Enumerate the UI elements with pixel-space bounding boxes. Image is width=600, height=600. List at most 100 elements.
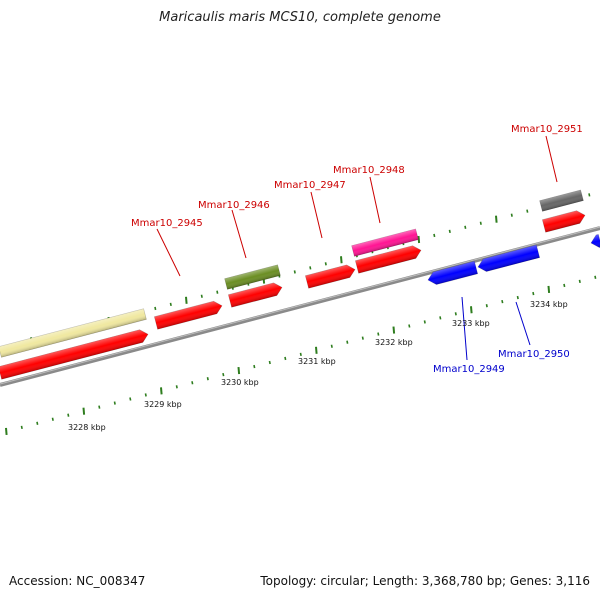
feature-track	[0, 189, 600, 380]
minor-tick	[293, 270, 296, 274]
major-tick	[470, 306, 473, 314]
forward-gene-feature[interactable]	[153, 299, 223, 330]
tick-ring-inner	[5, 275, 597, 436]
forward-gene-feature[interactable]	[351, 228, 419, 257]
minor-tick	[191, 381, 194, 385]
label-leader-line	[545, 135, 558, 183]
reverse-gene-feature[interactable]	[476, 244, 541, 273]
major-tick	[547, 285, 551, 294]
genome-backbone	[0, 226, 600, 387]
major-tick	[82, 407, 86, 415]
minor-tick	[67, 413, 70, 417]
minor-tick	[330, 344, 333, 348]
label-leader-line	[310, 191, 323, 239]
scale-label: 3229 kbp	[144, 400, 182, 409]
forward-gene-feature[interactable]	[0, 328, 150, 380]
minor-tick	[154, 306, 157, 311]
major-tick	[160, 387, 163, 395]
major-tick	[5, 427, 8, 436]
minor-tick	[454, 312, 457, 316]
minor-tick	[144, 393, 147, 397]
minor-tick	[588, 193, 591, 197]
minor-tick	[20, 425, 23, 430]
forward-gene-feature[interactable]	[541, 209, 586, 233]
forward-gene-feature[interactable]	[224, 264, 281, 290]
label-leader-line	[156, 228, 181, 277]
minor-tick	[113, 401, 116, 405]
minor-tick	[206, 377, 209, 381]
minor-tick	[169, 302, 172, 307]
scale-label: 3231 kbp	[298, 357, 336, 366]
scale-label: 3234 kbp	[530, 300, 568, 309]
minor-tick	[479, 221, 482, 225]
major-tick	[417, 235, 421, 244]
minor-tick	[129, 397, 132, 401]
minor-tick	[377, 332, 380, 336]
gene-label-forward[interactable]: Mmar10_2951	[511, 124, 583, 135]
gene-label-forward[interactable]: Mmar10_2946	[198, 200, 270, 211]
minor-tick	[563, 283, 566, 288]
genome-summary-text: Topology: circular; Length: 3,368,780 bp…	[260, 574, 590, 588]
minor-tick	[361, 336, 364, 340]
forward-gene-feature[interactable]	[539, 189, 584, 212]
minor-tick	[526, 209, 529, 213]
minor-tick	[464, 225, 467, 229]
label-leader-line	[461, 296, 468, 361]
minor-tick	[594, 275, 597, 279]
minor-tick	[200, 294, 203, 298]
minor-tick	[423, 320, 426, 324]
major-tick	[185, 296, 188, 304]
gene-label-forward[interactable]: Mmar10_2948	[333, 165, 405, 176]
genome-backbone-highlight	[0, 226, 600, 385]
label-leader-line	[369, 176, 381, 224]
label-leaders	[156, 135, 558, 361]
minor-tick	[51, 417, 54, 421]
gene-label-reverse[interactable]: Mmar10_2950	[498, 349, 570, 360]
forward-gene-feature[interactable]	[304, 263, 356, 289]
scale-label: 3233 kbp	[452, 319, 490, 328]
minor-tick	[222, 372, 225, 377]
reverse-gene-feature[interactable]	[589, 233, 600, 249]
minor-tick	[216, 290, 219, 294]
minor-tick	[346, 340, 349, 344]
gene-label-forward[interactable]: Mmar10_2945	[131, 218, 203, 229]
minor-tick	[309, 266, 312, 270]
minor-tick	[36, 421, 39, 425]
minor-tick	[485, 304, 488, 308]
scale-label: 3232 kbp	[375, 338, 413, 347]
forward-gene-feature[interactable]	[0, 308, 147, 358]
minor-tick	[433, 233, 436, 238]
minor-tick	[268, 360, 271, 365]
minor-tick	[439, 316, 442, 320]
label-leader-line	[515, 301, 531, 346]
map-title: Maricaulis maris MCS10, complete genome	[159, 10, 441, 25]
minor-tick	[510, 213, 513, 217]
minor-tick	[253, 364, 256, 369]
minor-tick	[284, 356, 287, 361]
major-tick	[340, 256, 343, 264]
scale-label: 3230 kbp	[221, 378, 259, 387]
major-tick	[495, 215, 498, 223]
minor-tick	[448, 229, 451, 234]
minor-tick	[98, 405, 101, 409]
major-tick	[315, 346, 318, 354]
minor-tick	[299, 352, 302, 357]
accession-text: Accession: NC_008347	[9, 574, 146, 588]
label-leader-line	[231, 209, 247, 259]
minor-tick	[501, 299, 504, 304]
gene-label-forward[interactable]: Mmar10_2947	[274, 180, 346, 191]
minor-tick	[324, 262, 327, 266]
minor-tick	[175, 385, 178, 389]
forward-gene-feature[interactable]	[227, 281, 283, 308]
reverse-gene-feature[interactable]	[426, 260, 479, 286]
major-tick	[392, 326, 396, 334]
major-tick	[237, 367, 241, 375]
minor-tick	[516, 295, 519, 300]
gene-label-reverse[interactable]: Mmar10_2949	[433, 364, 505, 375]
scale-label: 3228 kbp	[68, 423, 106, 432]
forward-gene-feature[interactable]	[354, 244, 422, 274]
minor-tick	[408, 324, 411, 328]
minor-tick	[578, 279, 581, 284]
